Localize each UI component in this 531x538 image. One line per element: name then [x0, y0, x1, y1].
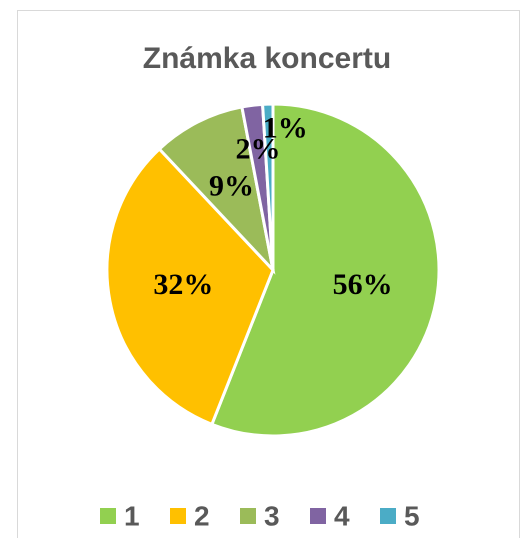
data-label: 9%: [209, 170, 254, 203]
data-label: 1%: [263, 111, 308, 144]
legend-label: 5: [404, 500, 420, 531]
pie-slice: [260, 102, 275, 271]
pie-slice: [157, 105, 276, 275]
legend-label: 4: [334, 500, 350, 531]
legend-label: 1: [124, 500, 140, 531]
legend-swatch: [170, 508, 186, 524]
legend-label: 2: [194, 500, 210, 531]
legend-swatch: [100, 508, 116, 524]
chart-title: Známka koncertu: [143, 42, 391, 75]
data-label: 56%: [333, 268, 393, 301]
legend-label: 3: [264, 500, 280, 531]
legend-swatch: [240, 508, 256, 524]
legend-swatch: [310, 508, 326, 524]
data-label: 32%: [153, 268, 213, 301]
legend-swatch: [380, 508, 396, 524]
pie-slice: [105, 146, 275, 427]
pie-slice: [209, 102, 441, 438]
data-label: 2%: [236, 132, 281, 165]
